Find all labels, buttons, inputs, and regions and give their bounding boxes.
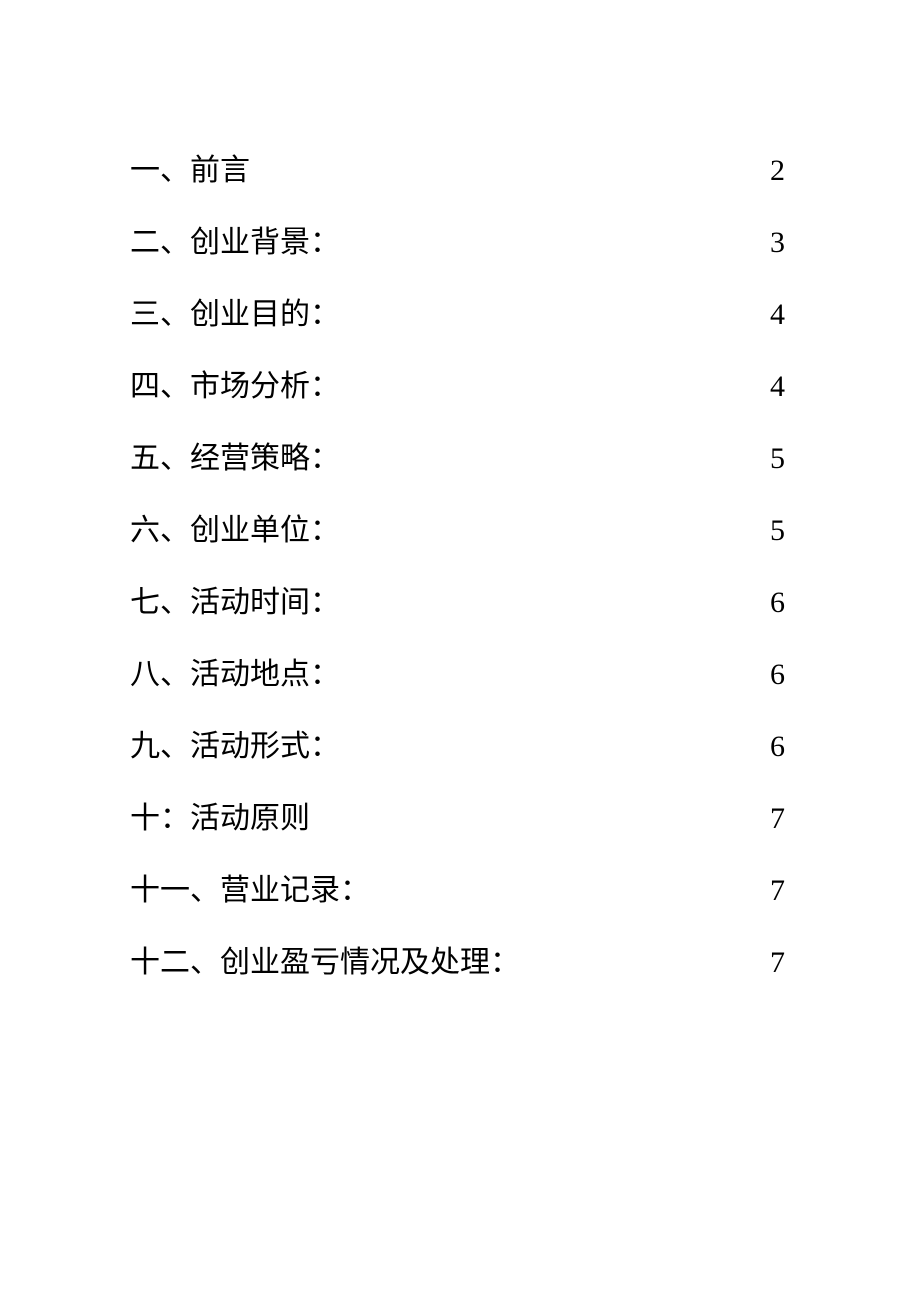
toc-entry: 一、前言 2 (130, 150, 785, 192)
toc-entry: 二、创业背景： 3 (130, 222, 785, 264)
toc-entry: 八、活动地点： 6 (130, 654, 785, 696)
table-of-contents: 一、前言 2 二、创业背景： 3 三、创业目的： 4 四、市场分析： 4 五、经… (130, 150, 785, 984)
toc-entry: 九、活动形式： 6 (130, 726, 785, 768)
toc-entry: 五、经营策略： 5 (130, 438, 785, 480)
toc-page: 6 (770, 726, 785, 768)
toc-entry: 六、创业单位： 5 (130, 510, 785, 552)
toc-page: 3 (770, 222, 785, 264)
toc-page: 4 (770, 294, 785, 336)
toc-label: 四、市场分析： (130, 366, 340, 408)
toc-label: 九、活动形式： (130, 726, 340, 768)
toc-label: 十：活动原则 (130, 798, 310, 840)
toc-label: 十一、营业记录： (130, 870, 370, 912)
toc-page: 4 (770, 366, 785, 408)
toc-label: 二、创业背景： (130, 222, 340, 264)
toc-page: 2 (770, 150, 785, 192)
toc-page: 7 (770, 870, 785, 912)
toc-label: 五、经营策略： (130, 438, 340, 480)
toc-page: 6 (770, 654, 785, 696)
toc-entry: 七、活动时间： 6 (130, 582, 785, 624)
toc-label: 十二、创业盈亏情况及处理： (130, 942, 520, 984)
toc-page: 7 (770, 942, 785, 984)
toc-page: 6 (770, 582, 785, 624)
toc-label: 六、创业单位： (130, 510, 340, 552)
toc-page: 7 (770, 798, 785, 840)
toc-entry: 十二、创业盈亏情况及处理： 7 (130, 942, 785, 984)
toc-label: 七、活动时间： (130, 582, 340, 624)
toc-page: 5 (770, 510, 785, 552)
toc-entry: 十一、营业记录： 7 (130, 870, 785, 912)
toc-page: 5 (770, 438, 785, 480)
toc-label: 一、前言 (130, 150, 250, 192)
toc-label: 八、活动地点： (130, 654, 340, 696)
toc-entry: 十：活动原则 7 (130, 798, 785, 840)
toc-entry: 四、市场分析： 4 (130, 366, 785, 408)
toc-label: 三、创业目的： (130, 294, 340, 336)
toc-entry: 三、创业目的： 4 (130, 294, 785, 336)
